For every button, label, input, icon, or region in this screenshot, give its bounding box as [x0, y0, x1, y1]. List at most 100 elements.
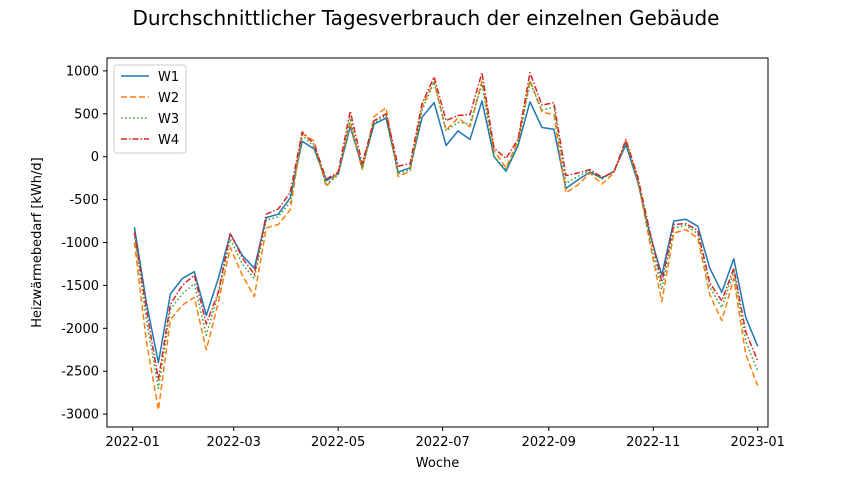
data-point-W3	[337, 175, 339, 177]
data-point-W1	[745, 316, 747, 318]
data-point-W2	[242, 274, 244, 276]
legend-label-W2: W2	[158, 91, 179, 106]
data-point-W2	[565, 192, 567, 194]
data-point-W3	[289, 201, 291, 203]
data-point-W4	[481, 72, 483, 74]
data-point-W2	[170, 319, 172, 321]
data-point-W4	[697, 230, 699, 232]
x-tick-label: 2022-09	[522, 435, 576, 450]
data-point-W1	[445, 145, 447, 147]
data-point-W3	[146, 319, 148, 321]
x-tick-label: 2022-01	[106, 435, 160, 450]
data-point-W4	[685, 223, 687, 225]
data-point-W2	[685, 229, 687, 231]
data-point-W1	[757, 346, 759, 348]
legend-label-W3: W3	[158, 112, 179, 127]
data-point-W4	[206, 323, 208, 325]
data-point-W2	[194, 297, 196, 299]
data-point-W2	[289, 209, 291, 211]
data-point-W2	[218, 302, 220, 304]
data-point-W4	[361, 163, 363, 165]
data-point-W1	[206, 315, 208, 317]
data-point-W1	[158, 362, 160, 364]
data-point-W2	[146, 340, 148, 342]
data-point-W3	[421, 110, 423, 112]
legend-label-W1: W1	[158, 70, 179, 85]
data-point-W4	[553, 102, 555, 104]
x-tick-label: 2022-11	[626, 435, 680, 450]
data-point-W1	[218, 278, 220, 280]
data-point-W3	[565, 183, 567, 185]
data-point-W2	[577, 184, 579, 186]
data-point-W4	[529, 72, 531, 74]
data-point-W1	[709, 267, 711, 269]
data-point-W1	[433, 102, 435, 104]
data-point-W4	[325, 178, 327, 180]
data-point-W1	[481, 100, 483, 102]
data-point-W2	[745, 353, 747, 355]
data-point-W3	[541, 110, 543, 112]
data-point-W1	[457, 130, 459, 132]
data-point-W4	[158, 379, 160, 381]
data-point-W4	[277, 208, 279, 210]
data-point-W4	[230, 232, 232, 234]
data-point-W2	[266, 227, 268, 229]
data-point-W4	[565, 175, 567, 177]
data-point-W2	[541, 111, 543, 113]
y-tick-label: -2000	[61, 322, 99, 337]
data-point-W3	[685, 225, 687, 227]
data-point-W4	[254, 274, 256, 276]
y-tick-label: 500	[74, 107, 99, 122]
data-point-W4	[373, 120, 375, 122]
data-point-W4	[397, 165, 399, 167]
series-line-W1	[133, 100, 759, 364]
legend-label-W4: W4	[158, 133, 179, 148]
data-point-W1	[421, 116, 423, 118]
data-point-W3	[757, 370, 759, 372]
data-point-W2	[457, 117, 459, 119]
data-point-W3	[409, 169, 411, 171]
data-point-W1	[733, 258, 735, 260]
x-tick-label: 2022-05	[311, 435, 365, 450]
data-point-W4	[745, 331, 747, 333]
data-point-W4	[313, 144, 315, 146]
data-point-W3	[721, 307, 723, 309]
data-point-W3	[481, 83, 483, 85]
data-point-W2	[589, 172, 591, 174]
data-point-W4	[218, 292, 220, 294]
legend: W1 W2 W3 W4	[113, 64, 187, 154]
data-point-W3	[445, 130, 447, 132]
data-point-W4	[469, 114, 471, 116]
data-point-W4	[733, 267, 735, 269]
data-point-W2	[254, 296, 256, 298]
data-point-W3	[206, 334, 208, 336]
data-point-W2	[409, 171, 411, 173]
data-point-W4	[337, 171, 339, 173]
data-point-W2	[325, 186, 327, 188]
data-point-W1	[529, 101, 531, 103]
data-point-W3	[649, 237, 651, 239]
y-axis-label: Heizwärmebedarf [kWh/d]	[30, 157, 45, 328]
data-point-W3	[601, 178, 603, 180]
data-point-W4	[721, 300, 723, 302]
data-point-W4	[445, 120, 447, 122]
data-point-W3	[517, 144, 519, 146]
data-point-W2	[385, 107, 387, 109]
x-tick-label: 2022-03	[207, 435, 261, 450]
data-point-W2	[397, 176, 399, 178]
data-point-W4	[134, 231, 136, 233]
x-axis-label: Woche	[416, 456, 459, 471]
data-point-W2	[182, 304, 184, 306]
y-tick-label: 1000	[66, 64, 99, 79]
data-point-W1	[541, 127, 543, 129]
data-point-W3	[397, 173, 399, 175]
data-point-W1	[182, 278, 184, 280]
plot-lines	[133, 71, 759, 411]
y-tick-label: -1500	[61, 279, 99, 294]
data-point-W2	[469, 126, 471, 128]
data-point-W4	[194, 274, 196, 276]
data-point-W2	[661, 301, 663, 303]
data-point-W3	[709, 286, 711, 288]
data-point-W3	[361, 168, 363, 170]
data-point-W1	[469, 139, 471, 141]
